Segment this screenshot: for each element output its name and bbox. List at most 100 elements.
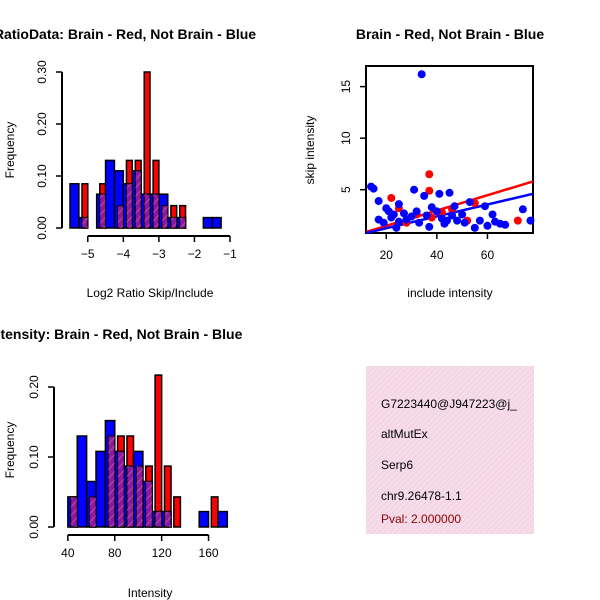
ratio-bars — [69, 71, 222, 229]
ratio-overlap-hatch — [135, 170, 142, 228]
intensity-y-tick-label: 0.20 — [27, 375, 41, 399]
scatter-point-not-brain — [394, 200, 403, 209]
intensity-x-tick-label: 120 — [152, 546, 172, 560]
intensity-bars — [67, 374, 229, 528]
intensity-overlap-hatch — [70, 496, 78, 527]
scatter-point-not-brain — [470, 223, 479, 232]
scatter-point-not-brain — [410, 185, 419, 194]
scatter-y-tick-label: 10 — [339, 131, 353, 145]
scatter-x-tick-label: 20 — [380, 248, 394, 262]
intensity-brain-bar — [154, 374, 163, 528]
intensity-y-tick-label: 0.00 — [27, 515, 41, 539]
scatter-points — [367, 70, 535, 232]
intensity-x-tick-label: 40 — [61, 546, 75, 560]
ratio-histogram: RatioData: Brain - Red, Not Brain - Blue… — [0, 26, 256, 300]
intensity-y-tick-label: 0.10 — [27, 445, 41, 469]
scatter-point-brain — [513, 216, 522, 225]
intensity-histogram: Gene Itensity: Brain - Red, Not Brain - … — [0, 326, 243, 600]
scatter-point-not-brain — [435, 189, 444, 198]
intensity-overlap-hatch — [136, 466, 143, 527]
scatter-point-not-brain — [518, 205, 527, 214]
ratio-not-brain-bar — [69, 183, 80, 229]
scatter-point-not-brain — [475, 216, 484, 225]
scatter-y-tick-label: 5 — [339, 186, 353, 193]
ratio-x-tick-label: −4 — [116, 247, 130, 261]
ratio-not-brain-bar — [202, 216, 213, 229]
ratio-axes: −5 −4 −3 −2 −1 0.00 0.10 0.20 0.30 — [35, 60, 237, 261]
scatter-point-not-brain — [399, 209, 408, 218]
scatter-point-not-brain — [369, 184, 378, 193]
intensity-title: Gene Itensity: Brain - Red, Not Brain - … — [0, 326, 243, 342]
scatter-xlabel: include intensity — [407, 286, 492, 300]
intensity-not-brain-bar — [76, 435, 88, 528]
ratio-y-tick-label: 0.00 — [35, 216, 49, 240]
ratio-xlabel: Log2 Ratio Skip/Include — [87, 286, 214, 300]
scatter-point-not-brain — [422, 211, 431, 220]
intensity-overlap-hatch — [108, 436, 115, 527]
intensity-overlap-hatch — [89, 496, 96, 527]
scatter-point-not-brain — [407, 212, 416, 221]
intensity-overlap-hatch — [164, 511, 172, 527]
info-box-hatch — [366, 366, 534, 534]
scatter-point-not-brain — [389, 210, 398, 219]
ratio-overlap-hatch — [126, 183, 133, 228]
ratio-overlap-hatch — [117, 205, 124, 228]
intensity-axes: 40 80 120 160 0.00 0.10 0.20 — [27, 375, 219, 560]
info-line-event-type: altMutEx — [381, 427, 428, 441]
scatter-point-not-brain — [432, 207, 441, 216]
info-pval: Pval: 2.000000 — [381, 512, 461, 526]
scatter-y-tick-label: 15 — [339, 80, 353, 94]
info-line-junction-id: G7223440@J947223@j_ — [381, 397, 517, 411]
intensity-scatter: Brain - Red, Not Brain - Blue 20 40 60 5 10 1… — [303, 26, 544, 300]
intensity-not-brain-bar — [95, 450, 107, 528]
info-box: G7223440@J947223@j_ altMutEx Serp6 chr9.… — [366, 366, 534, 534]
ratio-x-tick-label: −5 — [81, 247, 95, 261]
ratio-overlap-hatch — [144, 194, 150, 228]
intensity-brain-bar — [173, 496, 182, 528]
scatter-point-not-brain — [450, 202, 459, 211]
ratio-overlap-hatch — [82, 217, 88, 228]
scatter-point-not-brain — [480, 202, 489, 211]
scatter-point-not-brain — [392, 223, 401, 232]
intensity-xlabel: Intensity — [128, 586, 173, 600]
intensity-overlap-hatch — [126, 466, 134, 527]
scatter-point-not-brain — [442, 216, 451, 225]
scatter-point-not-brain — [379, 218, 388, 227]
scatter-point-not-brain — [483, 221, 492, 230]
ratio-not-brain-bar — [211, 216, 222, 229]
intensity-not-brain-bar — [217, 510, 229, 528]
info-line-gene: Serp6 — [381, 458, 413, 472]
ratio-x-tick-label: −3 — [152, 247, 166, 261]
intensity-not-brain-bar — [198, 510, 210, 528]
scatter-point-not-brain — [448, 211, 457, 220]
intensity-x-tick-label: 160 — [199, 546, 219, 560]
scatter-point-not-brain — [453, 216, 462, 225]
scatter-point-not-brain — [412, 207, 421, 216]
scatter-point-brain — [387, 193, 396, 202]
ratio-not-brain-bar — [104, 159, 116, 229]
scatter-point-not-brain — [445, 188, 454, 197]
intensity-overlap-hatch — [145, 481, 153, 527]
scatter-point-not-brain — [465, 198, 474, 207]
scatter-title: Brain - Red, Not Brain - Blue — [356, 26, 544, 42]
scatter-frame — [365, 65, 534, 234]
ratio-overlap-hatch — [153, 194, 159, 228]
ratio-y-tick-label: 0.30 — [35, 60, 49, 84]
intensity-ylabel: Frequency — [3, 422, 17, 479]
scatter-point-not-brain — [488, 210, 497, 219]
scatter-point-not-brain — [394, 217, 403, 226]
scatter-x-tick-label: 60 — [481, 248, 495, 262]
intensity-brain-bar — [210, 496, 219, 528]
intensity-overlap-hatch — [155, 511, 162, 527]
scatter-point-not-brain — [415, 218, 424, 227]
ratio-y-tick-label: 0.10 — [35, 164, 49, 188]
scatter-x-tick-label: 40 — [430, 248, 444, 262]
scatter-point-not-brain — [374, 197, 383, 206]
ratio-overlap-hatch — [179, 217, 186, 228]
intensity-x-tick-label: 80 — [108, 546, 122, 560]
scatter-point-not-brain — [425, 222, 434, 231]
ratio-x-tick-label: −1 — [223, 247, 237, 261]
scatter-ylabel: skip intensity — [303, 116, 317, 185]
intensity-overlap-hatch — [117, 451, 125, 527]
